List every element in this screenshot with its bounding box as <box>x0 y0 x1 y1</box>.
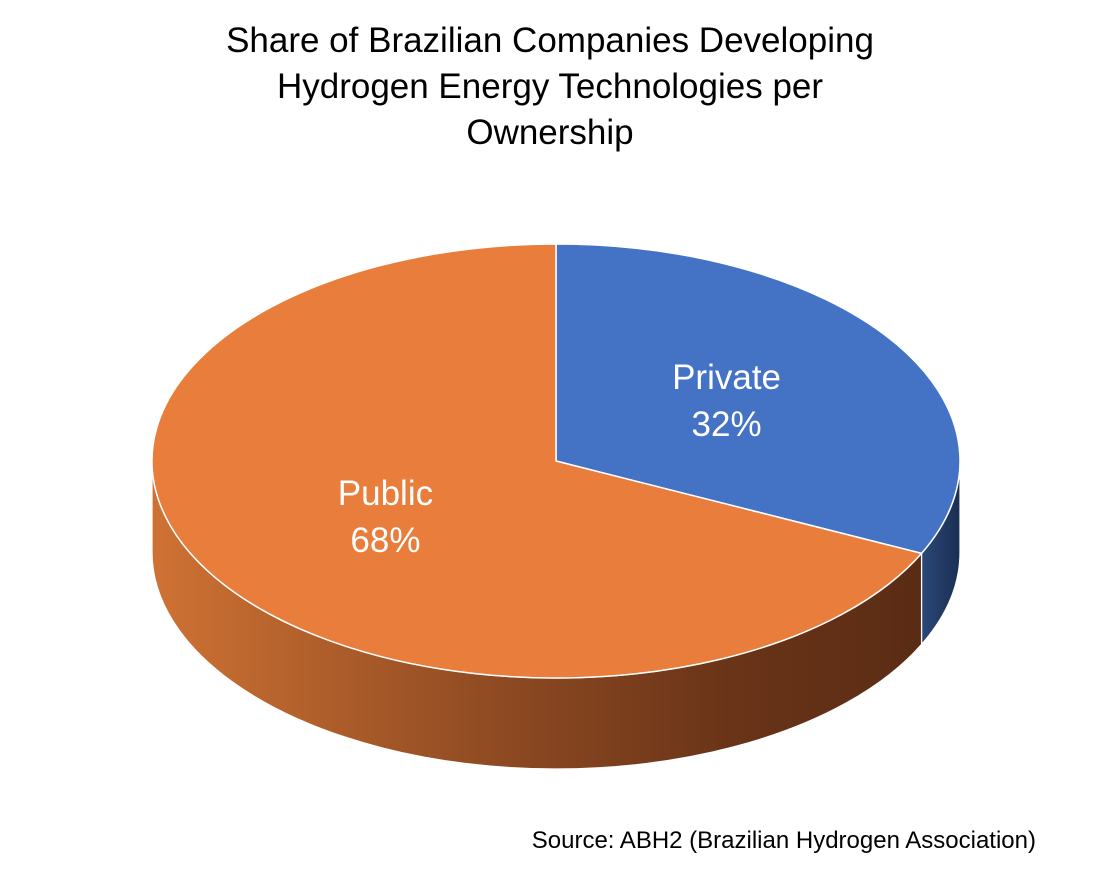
slice-label-public: Public <box>338 474 433 513</box>
source-note: Source: ABH2 (Brazilian Hydrogen Associa… <box>531 827 1036 854</box>
slice-label-private: Private <box>672 358 781 397</box>
pie-tops <box>151 243 961 679</box>
slice-value-label-public: 68% <box>350 521 420 560</box>
chart-title-line-2: Hydrogen Energy Technologies per <box>276 67 824 106</box>
chart-title-line-1: Share of Brazilian Companies Developing <box>226 21 874 60</box>
slice-value-label-private: 32% <box>692 405 762 444</box>
pie-labels: Private 32% Public 68% <box>338 358 781 560</box>
slice-top-public <box>151 243 923 679</box>
chart-title-line-3: Ownership <box>466 113 634 152</box>
slice-top-private <box>555 243 961 555</box>
chart-title: Share of Brazilian Companies Developing … <box>0 18 1100 156</box>
